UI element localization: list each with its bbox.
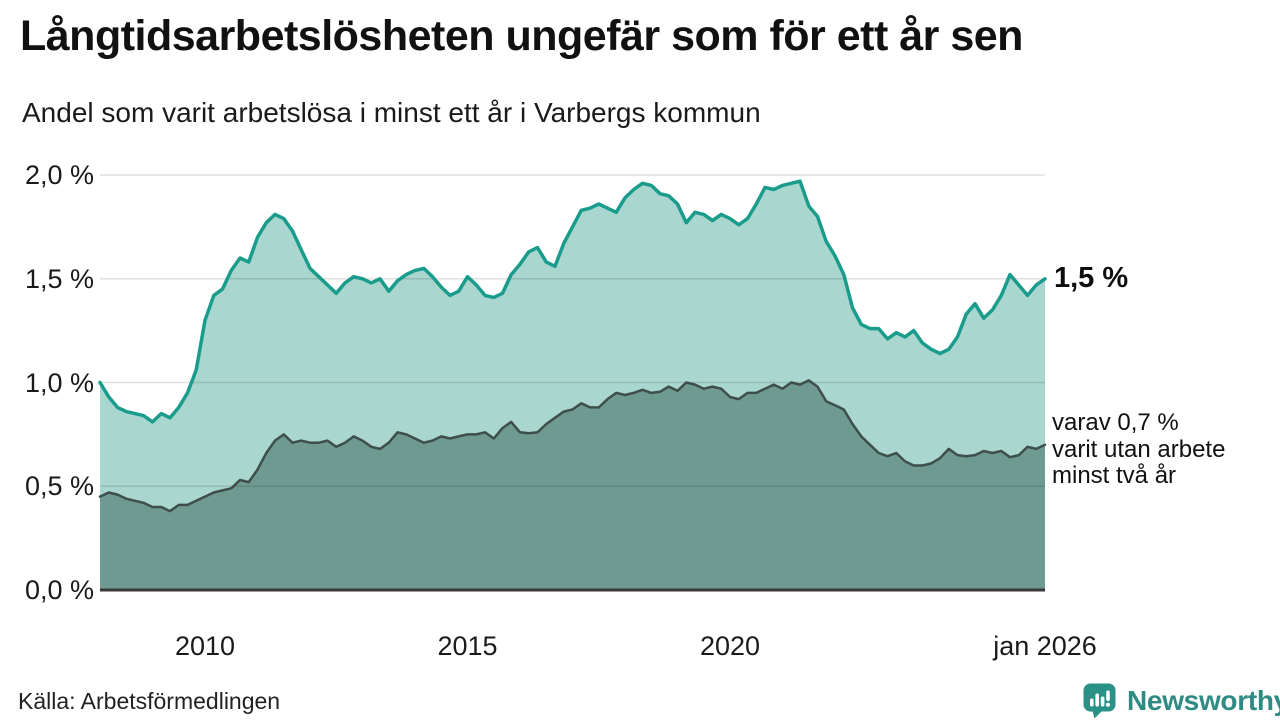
series2-annotation: varav 0,7 % varit utan arbete minst två … <box>1052 409 1226 490</box>
area-fill-series-2 <box>100 380 1045 590</box>
series2-annotation-line2: varit utan arbete <box>1052 435 1226 463</box>
x-tick-2020: 2020 <box>699 631 761 661</box>
series2-annotation-line3: minst två år <box>1052 462 1177 489</box>
y-tick-1,0%: 1,0 % <box>24 367 94 398</box>
y-tick-0,0%: 0,0 % <box>24 575 94 605</box>
bar-chart-speech-bubble-icon <box>1083 683 1116 719</box>
page-title: Långtidsarbetslösheten ungefär som för e… <box>20 12 1023 60</box>
chart-subtitle: Andel som varit arbetslösa i minst ett å… <box>22 97 761 128</box>
x-tick-2010: 2010 <box>174 631 236 661</box>
y-tick-2,0%: 2,0 % <box>24 160 94 190</box>
y-tick-1,5%: 1,5 % <box>24 263 94 294</box>
source-label: Källa: Arbetsförmedlingen <box>18 688 281 714</box>
latest-value-label: 1,5 % <box>1054 262 1129 294</box>
line-series-1 <box>98 179 1047 424</box>
newsworthy-logo: Newsworthy <box>1082 682 1280 719</box>
x-tick-jan-2026: jan 2026 <box>993 631 1097 661</box>
x-tick-2015: 2015 <box>437 631 498 661</box>
line-series-2 <box>98 379 1047 513</box>
y-tick-0,5%: 0,5 % <box>24 471 94 502</box>
logo-wordmark: Newsworthy <box>1127 684 1280 716</box>
series2-annotation-line1: varav 0,7 % <box>1052 409 1179 436</box>
